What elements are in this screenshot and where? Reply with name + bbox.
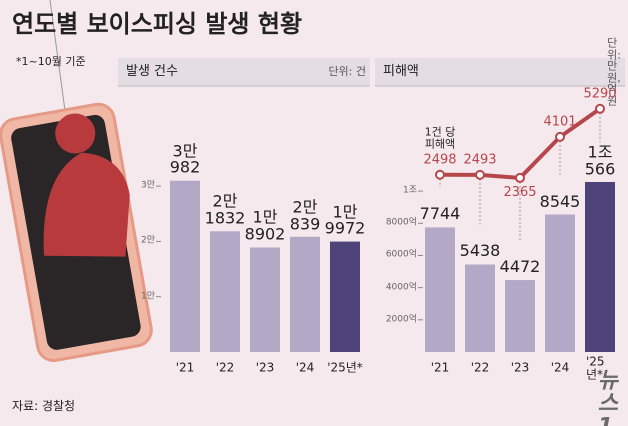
line-point	[595, 103, 605, 114]
y-tick-label: 2000억	[385, 314, 417, 325]
category-label: '23	[255, 360, 275, 375]
unit: 단위: 만 원, 억 원	[607, 36, 621, 108]
line-value-label: 4101	[543, 114, 577, 130]
fishing-line	[49, 0, 67, 119]
line-point	[475, 169, 485, 180]
y-tick-label: 8000억	[385, 217, 417, 228]
y-tick-label: 3만	[140, 180, 155, 191]
value-label: 4472	[499, 257, 541, 277]
source: 자료: 경찰청	[12, 399, 76, 413]
bar	[170, 180, 200, 352]
y-tick-label: 1만	[140, 290, 155, 301]
bar	[290, 236, 320, 352]
line-value-label: 2365	[503, 184, 537, 200]
category-label: '23	[510, 360, 530, 375]
line-value-label: 2493	[463, 152, 497, 168]
y-tick-label: 6000억	[385, 249, 417, 260]
category-label: '25년*	[327, 360, 363, 375]
bar	[210, 231, 240, 352]
line-value-label: 5290	[583, 86, 617, 102]
bar	[330, 241, 360, 352]
category-label: '22	[470, 360, 490, 375]
title: 연도별 보이스피싱 발생 현황	[12, 10, 303, 38]
category-label: '24	[550, 360, 570, 375]
unit: 단위: 건	[328, 65, 366, 79]
bar	[465, 264, 495, 352]
value-label: 1만 8902	[244, 207, 286, 244]
value-label: 3만 982	[169, 141, 201, 177]
category-label: '21	[430, 360, 450, 375]
category-label: '22	[215, 360, 235, 375]
value-label: 5438	[459, 241, 501, 261]
panel-title: 발생 건수	[126, 64, 178, 80]
header-band	[375, 58, 625, 86]
line-point	[555, 131, 565, 142]
logo: 뉴스1	[597, 368, 618, 426]
value-label: 7744	[419, 204, 461, 224]
category-label: '24	[295, 360, 315, 375]
bar	[250, 247, 280, 352]
bar	[545, 214, 575, 352]
value-label: 2만 1832	[204, 191, 246, 228]
phone	[0, 102, 153, 362]
line-point	[435, 169, 445, 180]
category-label: '21	[175, 360, 195, 375]
panel-title: 피해액	[383, 64, 419, 80]
bar	[585, 181, 615, 352]
line-value-label: 2498	[423, 152, 457, 168]
y-tick-label: 4000억	[385, 281, 417, 292]
line-point	[515, 172, 525, 183]
value-label: 1만 9972	[324, 201, 366, 238]
y-tick-label: 2만	[140, 235, 155, 246]
header-band	[118, 58, 370, 86]
bar	[425, 227, 455, 352]
line-label: 1건 당 피해액	[424, 125, 456, 150]
note: *1~10월 기준	[16, 55, 86, 68]
value-label: 2만 839	[289, 197, 321, 233]
y-tick-label: 1조	[402, 185, 417, 196]
value-label: 1조566	[584, 142, 616, 179]
value-label: 8545	[539, 191, 581, 211]
bar	[505, 280, 535, 352]
category-label: '25년*	[586, 354, 605, 381]
